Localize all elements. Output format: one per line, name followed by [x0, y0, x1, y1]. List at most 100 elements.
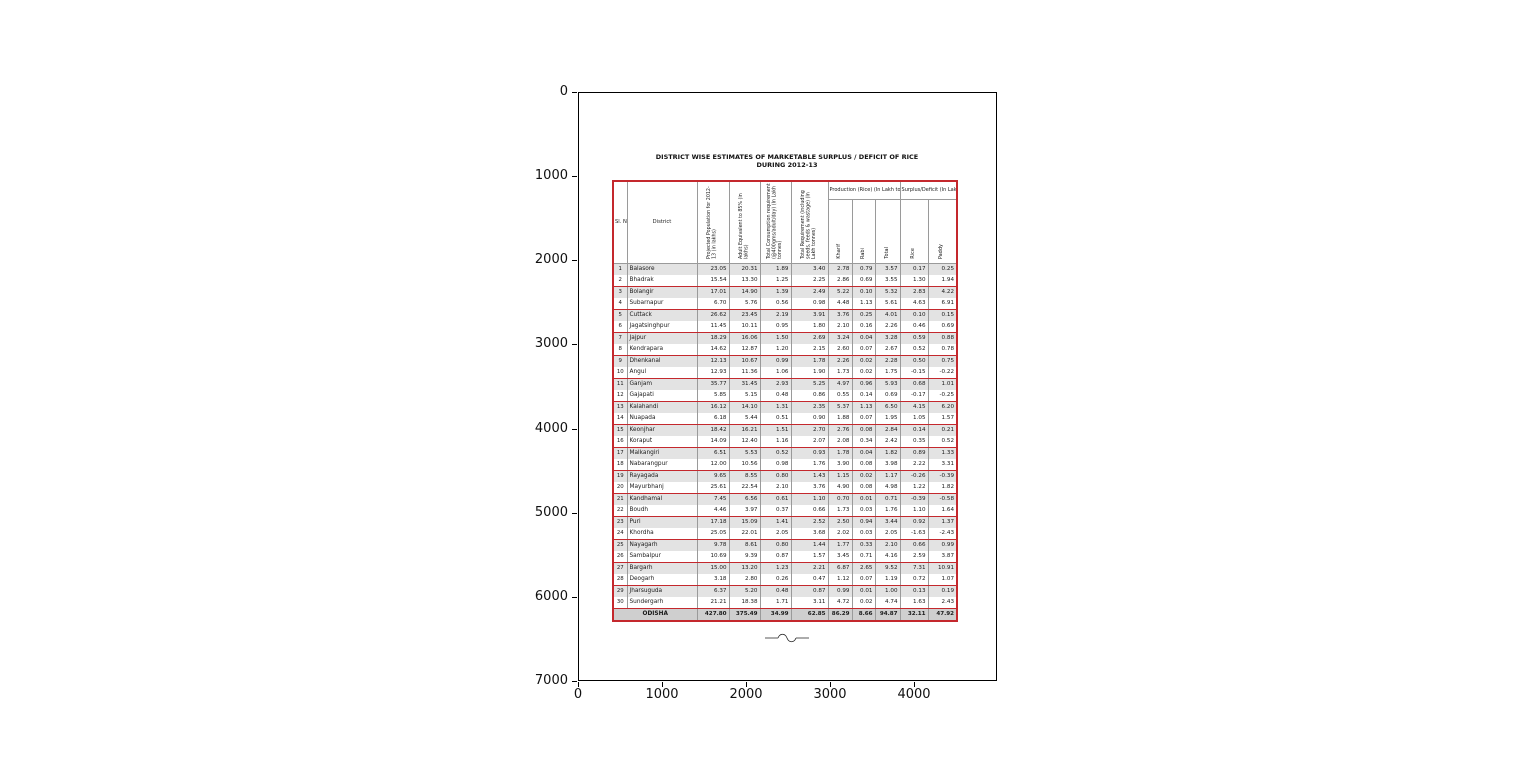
cell: Ganjam	[626, 378, 698, 390]
cell: 2.80	[728, 573, 761, 586]
cell: 2.78	[827, 263, 853, 275]
cell: 6.50	[874, 401, 901, 413]
total-label: ODISHA	[612, 607, 698, 622]
cell: Bargarh	[626, 562, 698, 574]
cell: 1.39	[759, 286, 792, 298]
cell: 1.19	[874, 573, 901, 586]
cell: 3.87	[927, 550, 958, 563]
cell: 22.54	[728, 481, 761, 494]
y-axis-tick	[572, 596, 577, 598]
cell: 1.57	[790, 550, 829, 563]
cell: 3.24	[827, 332, 853, 344]
cell: 0.71	[851, 550, 876, 563]
cell: 6.56	[728, 493, 761, 505]
cell: 15.09	[728, 516, 761, 528]
cell: 1.37	[927, 516, 958, 528]
cell: 26	[612, 550, 628, 563]
column-header: Rice	[899, 199, 929, 264]
cell: 0.52	[927, 435, 958, 448]
y-axis-tick-label: 3000	[534, 336, 568, 352]
cell: 0.96	[851, 378, 876, 390]
cell: 2.60	[827, 343, 853, 356]
cell: 6.18	[696, 412, 730, 425]
cell: 0.72	[899, 573, 929, 586]
column-header: Surplus/Deficit (In Lakh tonnes)	[899, 181, 958, 201]
cell: 1.01	[927, 378, 958, 390]
cell: Balasore	[626, 263, 698, 275]
cell: 0.66	[899, 539, 929, 551]
cell: 1.71	[759, 596, 792, 609]
cell: 12	[612, 389, 628, 402]
cell: Nayagarh	[626, 539, 698, 551]
cell: 11.36	[728, 366, 761, 379]
cell: 14	[612, 412, 628, 425]
cell: 18.29	[696, 332, 730, 344]
cell: 3.55	[874, 274, 901, 287]
cell: 21	[612, 493, 628, 505]
cell: 1.80	[790, 320, 829, 333]
cell: 25.61	[696, 481, 730, 494]
cell: 1.16	[759, 435, 792, 448]
cell: 10.11	[728, 320, 761, 333]
cell: 13	[612, 401, 628, 413]
table-row: 17 Malkangiri 6.51 5.53 0.52 0.93 1.78 0.04 1.82…	[612, 447, 958, 459]
cell: 6.51	[696, 447, 730, 459]
cell: 12.93	[696, 366, 730, 379]
cell: 2.93	[759, 378, 792, 390]
y-axis-tick-label: 7000	[534, 673, 568, 688]
y-axis-tick	[572, 428, 577, 430]
cell: 0.90	[790, 412, 829, 425]
cell: 1.41	[759, 516, 792, 528]
cell: 10.91	[927, 562, 958, 574]
document-title-line2: DURING 2012-13	[756, 161, 818, 169]
y-axis-tick	[572, 92, 577, 93]
cell: 15	[612, 424, 628, 436]
cell: 0.69	[927, 320, 958, 333]
cell: 0.80	[759, 470, 792, 482]
cell: 16	[612, 435, 628, 448]
cell: Rayagada	[626, 470, 698, 482]
cell: Kendrapara	[626, 343, 698, 356]
cell: Keonjhar	[626, 424, 698, 436]
cell: 0.99	[759, 355, 792, 367]
cell: Sambalpur	[626, 550, 698, 563]
cell: 1.43	[790, 470, 829, 482]
cell: Angul	[626, 366, 698, 379]
cell: 0.87	[759, 550, 792, 563]
cell: 1.23	[759, 562, 792, 574]
cell: 2.08	[827, 435, 853, 448]
cell: 3.45	[827, 550, 853, 563]
cell: 3.76	[790, 481, 829, 494]
table-row: 11 Ganjam 35.77 31.45 2.93 5.25 4.97 0.96 5.93 0.…	[612, 378, 958, 390]
cell: 427.80	[696, 607, 730, 622]
cell: 10	[612, 366, 628, 379]
cell: Subarnapur	[626, 297, 698, 310]
cell: 17	[612, 447, 628, 459]
cell: 1.76	[874, 504, 901, 517]
cell: 2.86	[827, 274, 853, 287]
cell: 3.31	[927, 458, 958, 471]
table-row: 13 Kalahandi 16.12 14.10 1.31 2.35 5.37 1.13 6.5…	[612, 401, 958, 413]
cell: 2.43	[927, 596, 958, 609]
cell: 0.34	[851, 435, 876, 448]
cell: -0.25	[927, 389, 958, 402]
cell: 0.08	[851, 481, 876, 494]
cell: 22	[612, 504, 628, 517]
cell: 0.61	[759, 493, 792, 505]
cell: 5.32	[874, 286, 901, 298]
cell: 0.10	[851, 286, 876, 298]
cell: -0.58	[927, 493, 958, 505]
cell: 0.52	[759, 447, 792, 459]
cell: 0.78	[927, 343, 958, 356]
cell: Jagatsinghpur	[626, 320, 698, 333]
table-row: 6 Jagatsinghpur 11.45 10.11 0.95 1.80 2.10 0.16…	[612, 320, 958, 333]
cell: 2.10	[827, 320, 853, 333]
y-axis-tick	[572, 260, 577, 262]
cell: 3.40	[790, 263, 829, 275]
cell: 0.86	[790, 389, 829, 402]
table-row: 23 Puri 17.18 15.09 1.41 2.52 2.50 0.94 3.44 0.92…	[612, 516, 958, 528]
cell: 9.39	[728, 550, 761, 563]
cell: 1.73	[827, 504, 853, 517]
cell: 1.20	[759, 343, 792, 356]
table-row: 25 Nayagarh 9.78 8.61 0.80 1.44 1.77 0.33 2.10 0.…	[612, 539, 958, 551]
